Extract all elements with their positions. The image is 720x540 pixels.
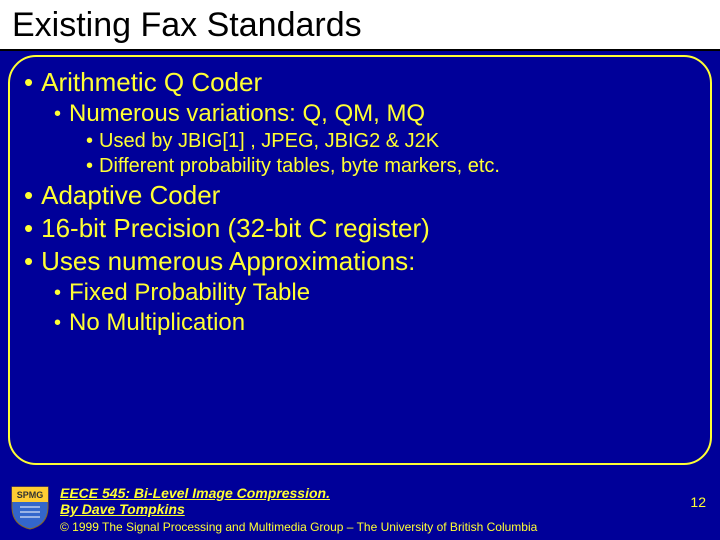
bullet-l2: Fixed Probability Table [54,279,696,307]
bullet-l1: 16-bit Precision (32-bit C register) [24,213,696,244]
footer-text: EECE 545: Bi-Level Image Compression. By… [60,485,710,534]
bullet-l1: Arithmetic Q Coder [24,67,696,98]
bullet-l1: Adaptive Coder [24,180,696,211]
bullet-l1: Uses numerous Approximations: [24,246,696,277]
title-bar: Existing Fax Standards [0,0,720,51]
slide-title: Existing Fax Standards [12,6,708,45]
bullet-text: Used by JBIG[1] , JPEG, JBIG2 & J2K [99,130,439,153]
bullet-l3: Used by JBIG[1] , JPEG, JBIG2 & J2K [86,130,696,153]
footer: SPMG EECE 545: Bi-Level Image Compressio… [0,481,720,540]
bullet-l2: Numerous variations: Q, QM, MQ [54,100,696,128]
bullet-text: Numerous variations: Q, QM, MQ [69,100,425,128]
footer-course: EECE 545: Bi-Level Image Compression. [60,485,710,501]
bullet-l2: No Multiplication [54,309,696,337]
svg-text:SPMG: SPMG [17,490,44,500]
bullet-text: Arithmetic Q Coder [41,67,262,98]
content-box: Arithmetic Q Coder Numerous variations: … [8,55,712,465]
bullet-text: Different probability tables, byte marke… [99,155,500,178]
bullet-text: 16-bit Precision (32-bit C register) [41,213,430,244]
bullet-l3: Different probability tables, byte marke… [86,155,696,178]
bullet-text: Adaptive Coder [41,180,220,211]
footer-copyright: © 1999 The Signal Processing and Multime… [60,520,710,534]
footer-author: By Dave Tompkins [60,501,710,517]
bullet-text: No Multiplication [69,309,245,337]
shield-icon: SPMG [10,485,50,531]
bullet-text: Fixed Probability Table [69,279,310,307]
bullet-text: Uses numerous Approximations: [41,246,415,277]
